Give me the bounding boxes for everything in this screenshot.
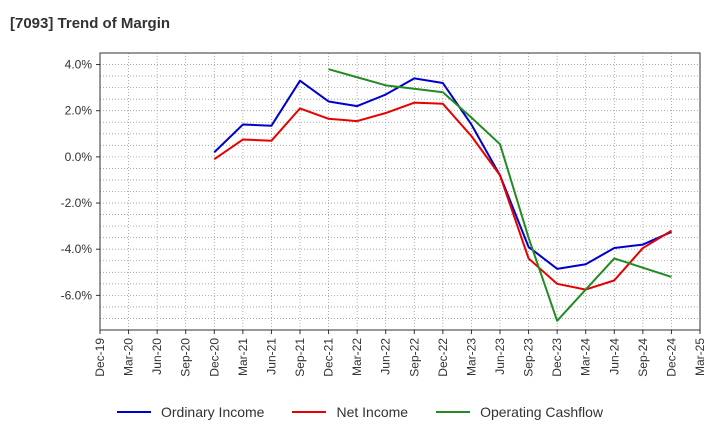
- y-tick-label: -4.0%: [61, 242, 93, 256]
- x-axis-ticks: Dec-19 Mar-20 Jun-20 Sep-20 Dec-20 Mar-21 Jun-…: [93, 330, 707, 377]
- x-tick-label: Dec-20: [207, 338, 221, 377]
- x-tick-label: Mar-20: [122, 338, 136, 376]
- legend-item-net-income: Net Income: [292, 404, 408, 420]
- legend-label: Ordinary Income: [160, 404, 265, 420]
- x-tick-label: Dec-19: [93, 338, 107, 377]
- x-tick-label: Mar-21: [236, 338, 250, 376]
- y-tick-label: 0.0%: [65, 150, 93, 164]
- y-tick-label: 4.0%: [65, 58, 93, 72]
- x-tick-label: Dec-22: [436, 338, 450, 377]
- y-tick-label: -6.0%: [61, 288, 93, 302]
- legend-label: Net Income: [336, 404, 409, 420]
- series-line-ordinary-income: [213, 77, 672, 270]
- legend-item-operating-cashflow: Operating Cashflow: [436, 404, 603, 420]
- legend-swatch: [436, 411, 471, 413]
- x-tick-label: Mar-25: [693, 338, 707, 376]
- x-tick-label: Jun-22: [379, 338, 393, 375]
- chart-title: [7093] Trend of Margin: [10, 15, 171, 32]
- x-tick-label: Jun-24: [607, 338, 621, 375]
- series-line-operating-cashflow: [328, 68, 672, 322]
- x-tick-label: Jun-23: [493, 338, 507, 375]
- y-tick-label: 2.0%: [65, 104, 93, 118]
- x-tick-label: Sep-23: [522, 338, 536, 377]
- grid: [100, 53, 700, 330]
- legend: Ordinary Income Net Income Operating Cas…: [0, 404, 720, 420]
- x-tick-label: Sep-20: [179, 338, 193, 377]
- series-lines: [213, 68, 672, 322]
- y-axis-ticks: 4.0% 2.0% 0.0% -2.0% -4.0% -6.0%: [61, 58, 100, 302]
- x-tick-label: Sep-21: [293, 338, 307, 377]
- x-tick-label: Mar-23: [464, 338, 478, 376]
- x-tick-label: Sep-24: [636, 338, 650, 377]
- legend-swatch: [116, 411, 151, 413]
- x-tick-label: Mar-22: [350, 338, 364, 376]
- x-tick-label: Jun-21: [264, 338, 278, 375]
- legend-item-ordinary-income: Ordinary Income: [116, 404, 265, 420]
- x-tick-label: Dec-23: [550, 338, 564, 377]
- x-tick-label: Jun-20: [150, 338, 164, 375]
- x-tick-label: Dec-24: [664, 338, 678, 377]
- series-line-net-income: [213, 101, 672, 291]
- x-tick-label: Mar-24: [579, 338, 593, 376]
- plot-frame: [99, 52, 701, 331]
- legend-label: Operating Cashflow: [480, 404, 604, 420]
- y-tick-label: -2.0%: [61, 196, 93, 210]
- legend-swatch: [292, 411, 327, 413]
- x-tick-label: Sep-22: [407, 338, 421, 377]
- x-tick-label: Dec-21: [322, 338, 336, 377]
